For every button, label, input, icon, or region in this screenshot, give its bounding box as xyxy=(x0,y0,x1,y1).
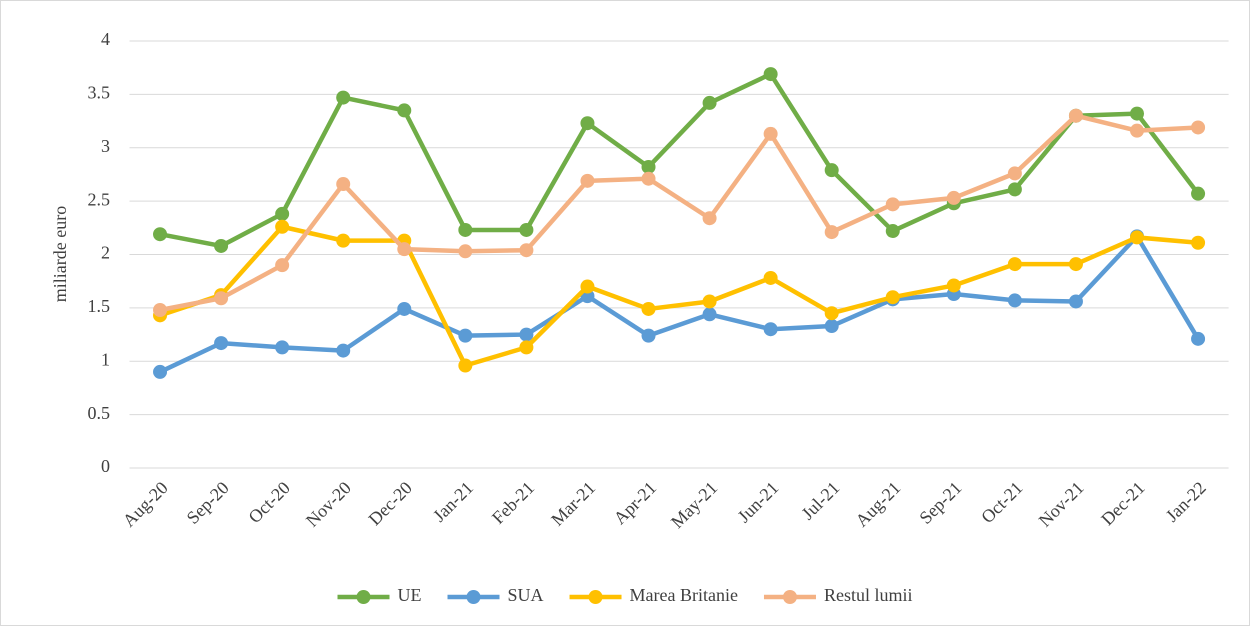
data-point xyxy=(641,301,656,316)
data-point xyxy=(519,327,534,342)
data-point xyxy=(214,291,229,306)
data-point xyxy=(1068,257,1083,272)
data-point xyxy=(1068,108,1083,123)
y-tick-label: 3.5 xyxy=(88,83,111,103)
data-point xyxy=(1007,182,1022,197)
y-tick-label: 1.5 xyxy=(88,296,111,316)
y-axis-label: miliarde euro xyxy=(50,206,70,302)
data-point xyxy=(946,190,961,205)
data-point xyxy=(458,358,473,373)
y-tick-label: 1 xyxy=(101,349,110,369)
data-point xyxy=(153,227,168,242)
data-point xyxy=(824,306,839,321)
data-point xyxy=(824,225,839,240)
data-point xyxy=(397,242,412,257)
data-point xyxy=(519,340,534,355)
y-tick-label: 2 xyxy=(101,243,110,263)
legend-item: UE xyxy=(337,585,422,605)
data-point xyxy=(275,258,290,273)
data-point xyxy=(336,233,351,248)
data-point xyxy=(702,211,717,226)
y-tick-label: 3 xyxy=(101,136,110,156)
data-point xyxy=(397,301,412,316)
legend-item: Restul lumii xyxy=(763,585,913,605)
data-point xyxy=(1007,293,1022,308)
legend-item: SUA xyxy=(447,585,544,605)
data-point xyxy=(641,328,656,343)
data-point xyxy=(1191,235,1206,250)
data-point xyxy=(702,95,717,110)
series-line xyxy=(159,113,1199,313)
data-point xyxy=(1007,166,1022,181)
data-point xyxy=(885,197,900,212)
data-point xyxy=(763,126,778,141)
legend-label: Marea Britanie xyxy=(630,585,738,605)
legend-marker xyxy=(466,590,481,604)
series-line xyxy=(159,234,1201,374)
data-point xyxy=(1068,294,1083,309)
y-tick-label: 4 xyxy=(101,29,110,49)
data-point xyxy=(885,290,900,305)
data-point xyxy=(946,278,961,293)
data-point xyxy=(1191,331,1206,346)
legend-marker xyxy=(782,590,797,604)
data-point xyxy=(702,294,717,309)
data-point xyxy=(275,219,290,234)
data-point xyxy=(641,159,656,174)
data-point xyxy=(153,303,168,318)
y-tick-label: 2.5 xyxy=(88,189,111,209)
series-line xyxy=(159,71,1200,249)
data-point xyxy=(458,328,473,343)
data-point xyxy=(275,340,290,355)
data-point xyxy=(336,177,351,192)
data-point xyxy=(580,173,595,188)
data-point xyxy=(458,244,473,259)
data-point xyxy=(885,224,900,239)
data-point xyxy=(763,270,778,285)
series-line xyxy=(159,224,1199,368)
legend-label: Restul lumii xyxy=(824,585,913,605)
data-point xyxy=(336,90,351,105)
data-point xyxy=(214,336,229,351)
legend-label: SUA xyxy=(508,585,544,605)
legend-label: UE xyxy=(398,585,422,605)
legend-marker xyxy=(588,590,603,604)
data-point xyxy=(580,279,595,294)
data-point xyxy=(336,343,351,358)
legend-item: Marea Britanie xyxy=(569,585,738,605)
data-point xyxy=(214,238,229,253)
data-point xyxy=(1191,120,1206,135)
data-point xyxy=(824,163,839,178)
data-point xyxy=(641,171,656,186)
data-point xyxy=(824,319,839,334)
data-point xyxy=(763,67,778,82)
data-point xyxy=(763,322,778,337)
y-tick-label: 0 xyxy=(101,456,110,476)
data-point xyxy=(1130,230,1145,245)
data-point xyxy=(153,364,168,379)
data-point xyxy=(1191,186,1206,201)
data-point xyxy=(458,222,473,237)
data-point xyxy=(275,206,290,221)
data-point xyxy=(397,103,412,118)
data-point xyxy=(580,116,595,131)
legend-marker xyxy=(356,590,371,604)
data-point xyxy=(519,222,534,237)
data-point xyxy=(702,307,717,322)
data-point xyxy=(519,243,534,258)
data-point xyxy=(1130,123,1145,138)
data-point xyxy=(1007,257,1022,272)
y-tick-label: 0.5 xyxy=(88,403,111,423)
data-point xyxy=(1130,106,1145,121)
